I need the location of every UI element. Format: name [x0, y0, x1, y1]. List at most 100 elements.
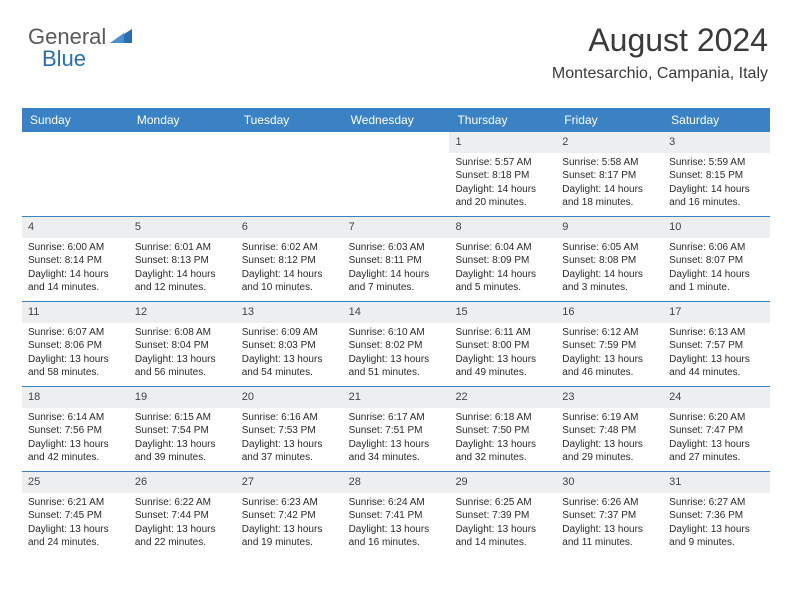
- day-cell: 18Sunrise: 6:14 AMSunset: 7:56 PMDayligh…: [22, 387, 129, 471]
- sunrise-text: Sunrise: 6:03 AM: [349, 241, 444, 255]
- day-cell: 12Sunrise: 6:08 AMSunset: 8:04 PMDayligh…: [129, 302, 236, 386]
- day-number: 5: [129, 217, 236, 238]
- daylight-text: Daylight: 13 hours and 11 minutes.: [562, 523, 657, 550]
- day-header-wed: Wednesday: [343, 108, 450, 132]
- sunrise-text: Sunrise: 6:24 AM: [349, 496, 444, 510]
- daylight-text: Daylight: 13 hours and 51 minutes.: [349, 353, 444, 380]
- sunset-text: Sunset: 8:07 PM: [669, 254, 764, 268]
- sunset-text: Sunset: 7:44 PM: [135, 509, 230, 523]
- day-cell: 27Sunrise: 6:23 AMSunset: 7:42 PMDayligh…: [236, 472, 343, 556]
- sunset-text: Sunset: 7:59 PM: [562, 339, 657, 353]
- day-body: Sunrise: 6:18 AMSunset: 7:50 PMDaylight:…: [449, 408, 556, 471]
- daylight-text: Daylight: 14 hours and 1 minute.: [669, 268, 764, 295]
- day-body: Sunrise: 6:22 AMSunset: 7:44 PMDaylight:…: [129, 493, 236, 556]
- sunrise-text: Sunrise: 5:58 AM: [562, 156, 657, 170]
- day-number: [129, 132, 236, 138]
- day-body: Sunrise: 6:11 AMSunset: 8:00 PMDaylight:…: [449, 323, 556, 386]
- sunset-text: Sunset: 7:42 PM: [242, 509, 337, 523]
- day-header-fri: Friday: [556, 108, 663, 132]
- day-cell: 5Sunrise: 6:01 AMSunset: 8:13 PMDaylight…: [129, 217, 236, 301]
- day-body: Sunrise: 6:25 AMSunset: 7:39 PMDaylight:…: [449, 493, 556, 556]
- sunrise-text: Sunrise: 5:57 AM: [455, 156, 550, 170]
- day-body: Sunrise: 6:12 AMSunset: 7:59 PMDaylight:…: [556, 323, 663, 386]
- sunrise-text: Sunrise: 6:22 AM: [135, 496, 230, 510]
- daylight-text: Daylight: 13 hours and 54 minutes.: [242, 353, 337, 380]
- day-header-tue: Tuesday: [236, 108, 343, 132]
- sunset-text: Sunset: 8:14 PM: [28, 254, 123, 268]
- day-number: 13: [236, 302, 343, 323]
- day-cell: [343, 132, 450, 216]
- day-header-thu: Thursday: [449, 108, 556, 132]
- logo-text-blue: Blue: [42, 46, 86, 71]
- sunrise-text: Sunrise: 6:07 AM: [28, 326, 123, 340]
- sunrise-text: Sunrise: 6:04 AM: [455, 241, 550, 255]
- day-number: 30: [556, 472, 663, 493]
- day-body: Sunrise: 6:19 AMSunset: 7:48 PMDaylight:…: [556, 408, 663, 471]
- day-header-row: Sunday Monday Tuesday Wednesday Thursday…: [22, 108, 770, 132]
- day-cell: 16Sunrise: 6:12 AMSunset: 7:59 PMDayligh…: [556, 302, 663, 386]
- logo-text-blue-wrap: Blue: [40, 46, 86, 72]
- sunset-text: Sunset: 8:06 PM: [28, 339, 123, 353]
- day-body: Sunrise: 6:10 AMSunset: 8:02 PMDaylight:…: [343, 323, 450, 386]
- location-text: Montesarchio, Campania, Italy: [552, 65, 768, 83]
- daylight-text: Daylight: 13 hours and 56 minutes.: [135, 353, 230, 380]
- day-cell: 14Sunrise: 6:10 AMSunset: 8:02 PMDayligh…: [343, 302, 450, 386]
- sunrise-text: Sunrise: 6:05 AM: [562, 241, 657, 255]
- day-cell: 8Sunrise: 6:04 AMSunset: 8:09 PMDaylight…: [449, 217, 556, 301]
- sunrise-text: Sunrise: 6:01 AM: [135, 241, 230, 255]
- sunrise-text: Sunrise: 6:02 AM: [242, 241, 337, 255]
- day-number: 4: [22, 217, 129, 238]
- sunrise-text: Sunrise: 6:06 AM: [669, 241, 764, 255]
- day-cell: 4Sunrise: 6:00 AMSunset: 8:14 PMDaylight…: [22, 217, 129, 301]
- sunset-text: Sunset: 7:39 PM: [455, 509, 550, 523]
- day-body: Sunrise: 6:00 AMSunset: 8:14 PMDaylight:…: [22, 238, 129, 301]
- day-cell: 11Sunrise: 6:07 AMSunset: 8:06 PMDayligh…: [22, 302, 129, 386]
- day-body: Sunrise: 5:58 AMSunset: 8:17 PMDaylight:…: [556, 153, 663, 216]
- day-cell: 24Sunrise: 6:20 AMSunset: 7:47 PMDayligh…: [663, 387, 770, 471]
- day-number: 16: [556, 302, 663, 323]
- day-number: 12: [129, 302, 236, 323]
- sunset-text: Sunset: 8:02 PM: [349, 339, 444, 353]
- daylight-text: Daylight: 13 hours and 22 minutes.: [135, 523, 230, 550]
- sunset-text: Sunset: 8:04 PM: [135, 339, 230, 353]
- day-cell: [22, 132, 129, 216]
- month-title: August 2024: [552, 22, 768, 59]
- sunset-text: Sunset: 8:08 PM: [562, 254, 657, 268]
- daylight-text: Daylight: 14 hours and 12 minutes.: [135, 268, 230, 295]
- sunrise-text: Sunrise: 6:11 AM: [455, 326, 550, 340]
- sunrise-text: Sunrise: 6:26 AM: [562, 496, 657, 510]
- sunset-text: Sunset: 8:03 PM: [242, 339, 337, 353]
- day-number: 18: [22, 387, 129, 408]
- week-row: 1Sunrise: 5:57 AMSunset: 8:18 PMDaylight…: [22, 132, 770, 216]
- day-cell: 1Sunrise: 5:57 AMSunset: 8:18 PMDaylight…: [449, 132, 556, 216]
- day-cell: 9Sunrise: 6:05 AMSunset: 8:08 PMDaylight…: [556, 217, 663, 301]
- sunset-text: Sunset: 8:11 PM: [349, 254, 444, 268]
- sunset-text: Sunset: 8:09 PM: [455, 254, 550, 268]
- daylight-text: Daylight: 13 hours and 44 minutes.: [669, 353, 764, 380]
- sunset-text: Sunset: 7:48 PM: [562, 424, 657, 438]
- day-body: Sunrise: 6:27 AMSunset: 7:36 PMDaylight:…: [663, 493, 770, 556]
- day-header-sun: Sunday: [22, 108, 129, 132]
- week-row: 11Sunrise: 6:07 AMSunset: 8:06 PMDayligh…: [22, 301, 770, 386]
- day-body: Sunrise: 6:20 AMSunset: 7:47 PMDaylight:…: [663, 408, 770, 471]
- day-cell: 17Sunrise: 6:13 AMSunset: 7:57 PMDayligh…: [663, 302, 770, 386]
- sunrise-text: Sunrise: 6:23 AM: [242, 496, 337, 510]
- week-row: 25Sunrise: 6:21 AMSunset: 7:45 PMDayligh…: [22, 471, 770, 556]
- day-cell: 3Sunrise: 5:59 AMSunset: 8:15 PMDaylight…: [663, 132, 770, 216]
- day-body: Sunrise: 6:15 AMSunset: 7:54 PMDaylight:…: [129, 408, 236, 471]
- day-number: 6: [236, 217, 343, 238]
- daylight-text: Daylight: 14 hours and 10 minutes.: [242, 268, 337, 295]
- day-number: 25: [22, 472, 129, 493]
- day-number: 2: [556, 132, 663, 153]
- sunrise-text: Sunrise: 6:21 AM: [28, 496, 123, 510]
- day-body: Sunrise: 6:17 AMSunset: 7:51 PMDaylight:…: [343, 408, 450, 471]
- daylight-text: Daylight: 13 hours and 19 minutes.: [242, 523, 337, 550]
- sunset-text: Sunset: 7:53 PM: [242, 424, 337, 438]
- daylight-text: Daylight: 13 hours and 46 minutes.: [562, 353, 657, 380]
- day-cell: 30Sunrise: 6:26 AMSunset: 7:37 PMDayligh…: [556, 472, 663, 556]
- day-header-sat: Saturday: [663, 108, 770, 132]
- sunset-text: Sunset: 7:51 PM: [349, 424, 444, 438]
- day-body: Sunrise: 5:57 AMSunset: 8:18 PMDaylight:…: [449, 153, 556, 216]
- header-right: August 2024 Montesarchio, Campania, Ital…: [552, 22, 768, 83]
- sunset-text: Sunset: 7:47 PM: [669, 424, 764, 438]
